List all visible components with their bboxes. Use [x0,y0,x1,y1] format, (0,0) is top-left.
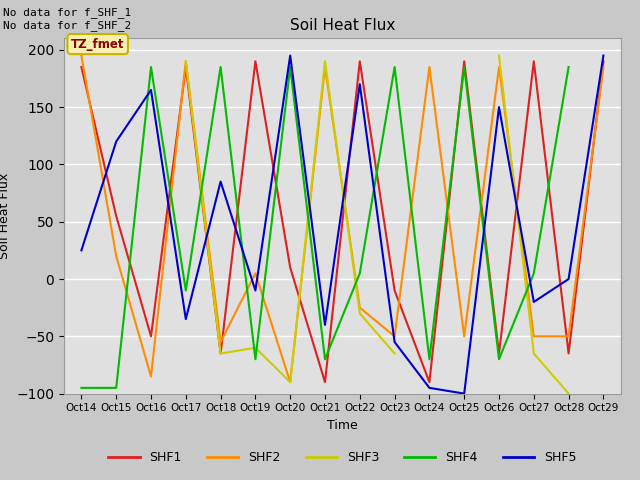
SHF2 [356,305,364,311]
SHF4 [182,288,189,293]
SHF5 [391,339,399,345]
SHF1 [321,379,329,385]
SHF2 [460,334,468,339]
SHF2 [113,253,120,259]
SHF3 [182,59,189,64]
SHF3 [286,379,294,385]
SHF4 [530,270,538,276]
SHF2 [217,339,225,345]
SHF1 [460,59,468,64]
SHF4 [77,385,85,391]
SHF4 [356,270,364,276]
SHF5 [77,248,85,253]
SHF5 [321,322,329,328]
SHF2 [600,64,607,70]
SHF2 [147,373,155,379]
SHF4 [252,356,259,362]
SHF2 [564,334,572,339]
SHF1 [564,350,572,356]
SHF1 [217,350,225,356]
SHF2 [252,270,259,276]
SHF2 [426,64,433,70]
Line: SHF1: SHF1 [81,61,604,382]
SHF1 [77,64,85,70]
SHF4 [321,356,329,362]
SHF1 [391,288,399,293]
Y-axis label: Soil Heat Flux: Soil Heat Flux [0,173,11,259]
SHF5 [147,87,155,93]
SHF4 [460,64,468,70]
SHF5 [564,276,572,282]
SHF2 [391,334,399,339]
SHF4 [426,356,433,362]
SHF3 [252,345,259,351]
SHF1 [426,379,433,385]
SHF5 [113,139,120,144]
SHF1 [356,59,364,64]
SHF4 [286,64,294,70]
SHF5 [286,53,294,59]
SHF2 [495,64,503,70]
SHF4 [564,64,572,70]
SHF1 [495,350,503,356]
SHF4 [495,356,503,362]
Text: TZ_fmet: TZ_fmet [71,37,124,50]
SHF2 [182,59,189,64]
SHF5 [356,81,364,87]
SHF4 [147,64,155,70]
SHF3 [321,59,329,64]
SHF2 [286,379,294,385]
Title: Soil Heat Flux: Soil Heat Flux [290,18,395,33]
SHF4 [217,64,225,70]
SHF4 [113,385,120,391]
SHF1 [147,334,155,339]
SHF5 [426,385,433,391]
SHF1 [530,59,538,64]
SHF5 [252,288,259,293]
Line: SHF4: SHF4 [81,67,568,388]
SHF5 [530,299,538,305]
SHF1 [113,213,120,219]
Line: SHF3: SHF3 [186,61,395,382]
SHF3 [391,350,399,356]
SHF2 [530,334,538,339]
SHF5 [217,179,225,184]
SHF1 [600,59,607,64]
SHF4 [391,64,399,70]
SHF5 [182,316,189,322]
Text: No data for f_SHF_1
No data for f_SHF_2: No data for f_SHF_1 No data for f_SHF_2 [3,7,131,31]
X-axis label: Time: Time [327,419,358,432]
Legend: SHF1, SHF2, SHF3, SHF4, SHF5: SHF1, SHF2, SHF3, SHF4, SHF5 [103,446,582,469]
SHF1 [252,59,259,64]
SHF5 [460,391,468,396]
SHF1 [286,264,294,270]
SHF5 [495,104,503,110]
Line: SHF2: SHF2 [81,56,604,382]
Line: SHF5: SHF5 [81,56,604,394]
SHF2 [321,64,329,70]
SHF2 [77,53,85,59]
SHF3 [356,311,364,316]
SHF1 [182,64,189,70]
SHF3 [217,350,225,356]
SHF5 [600,53,607,59]
